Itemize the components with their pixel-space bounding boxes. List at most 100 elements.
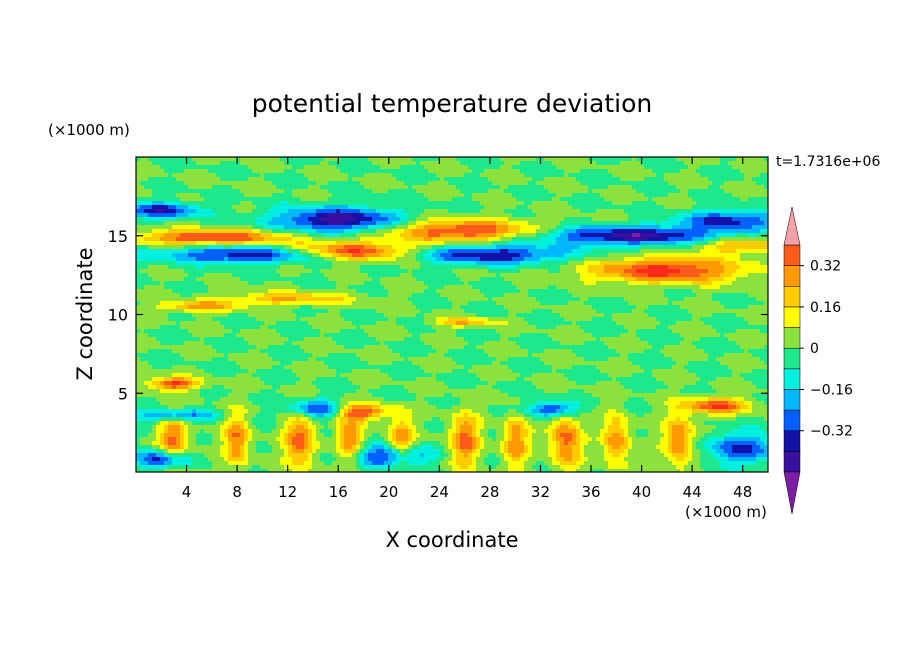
contour-cell <box>436 157 441 162</box>
contour-cell <box>576 277 581 282</box>
contour-cell <box>600 161 605 166</box>
contour-cell <box>460 281 465 286</box>
contour-cell <box>760 253 765 258</box>
contour-cell <box>720 221 725 226</box>
contour-cell <box>448 201 453 206</box>
contour-cell <box>476 217 481 222</box>
contour-cell <box>500 165 505 170</box>
contour-cell <box>760 161 765 166</box>
contour-cell <box>636 165 641 170</box>
contour-cell <box>152 185 157 190</box>
contour-cell <box>208 165 213 170</box>
contour-cell <box>268 233 273 238</box>
contour-cell <box>416 221 421 226</box>
contour-cell <box>732 197 737 202</box>
contour-cell <box>276 205 281 210</box>
contour-cell <box>476 169 481 174</box>
contour-cell <box>480 205 485 210</box>
contour-cell <box>524 173 529 178</box>
contour-cell <box>232 221 237 226</box>
contour-cell <box>600 157 605 162</box>
contour-cell <box>264 197 269 202</box>
contour-cell <box>408 281 413 286</box>
contour-cell <box>696 161 701 166</box>
contour-cell <box>288 253 293 258</box>
contour-cell <box>664 241 669 246</box>
contour-cell <box>644 217 649 222</box>
contour-cell <box>188 273 193 278</box>
contour-cell <box>228 277 233 282</box>
contour-cell <box>708 209 713 214</box>
contour-cell <box>432 257 437 262</box>
contour-cell <box>696 273 701 278</box>
contour-cell <box>156 265 161 270</box>
contour-cell <box>276 221 281 226</box>
contour-cell <box>648 177 653 182</box>
contour-cell <box>668 157 673 162</box>
contour-cell <box>232 257 237 262</box>
contour-cell <box>588 253 593 258</box>
contour-cell <box>640 157 645 162</box>
contour-cell <box>752 157 757 162</box>
contour-cell <box>328 221 333 226</box>
contour-cell <box>252 229 257 234</box>
contour-cell <box>464 165 469 170</box>
contour-cell <box>448 173 453 178</box>
contour-cell <box>492 213 497 218</box>
contour-cell <box>604 249 609 254</box>
contour-cell <box>736 177 741 182</box>
contour-cell <box>340 165 345 170</box>
contour-cell <box>240 265 245 270</box>
contour-cell <box>256 173 261 178</box>
contour-cell <box>344 205 349 210</box>
contour-cell <box>524 165 529 170</box>
contour-cell <box>548 161 553 166</box>
contour-cell <box>248 157 253 162</box>
contour-cell <box>736 261 741 266</box>
contour-cell <box>732 249 737 254</box>
contour-cell <box>456 269 461 274</box>
contour-cell <box>740 249 745 254</box>
contour-cell <box>596 237 601 242</box>
contour-cell <box>700 269 705 274</box>
contour-cell <box>484 257 489 262</box>
contour-cell <box>308 217 313 222</box>
contour-cell <box>188 197 193 202</box>
contour-cell <box>668 221 673 226</box>
contour-cell <box>736 185 741 190</box>
contour-cell <box>348 161 353 166</box>
contour-cell <box>376 181 381 186</box>
contour-cell <box>368 253 373 258</box>
contour-cell <box>312 241 317 246</box>
contour-cell <box>448 169 453 174</box>
contour-cell <box>444 217 449 222</box>
contour-cell <box>600 197 605 202</box>
contour-cell <box>512 257 517 262</box>
contour-cell <box>204 205 209 210</box>
contour-cell <box>536 173 541 178</box>
contour-cell <box>268 213 273 218</box>
contour-cell <box>508 249 513 254</box>
contour-cell <box>148 273 153 278</box>
contour-cell <box>148 257 153 262</box>
contour-cell <box>748 237 753 242</box>
contour-cell <box>296 225 301 230</box>
contour-cell <box>300 169 305 174</box>
contour-cell <box>448 257 453 262</box>
contour-cell <box>292 281 297 286</box>
contour-cell <box>692 217 697 222</box>
contour-cell <box>612 265 617 270</box>
contour-cell <box>172 241 177 246</box>
contour-cell <box>624 273 629 278</box>
contour-cell <box>252 209 257 214</box>
contour-cell <box>640 257 645 262</box>
contour-cell <box>296 161 301 166</box>
contour-cell <box>764 265 768 270</box>
contour-cell <box>212 261 217 266</box>
contour-cell <box>704 229 709 234</box>
contour-cell <box>356 165 361 170</box>
contour-cell <box>440 201 445 206</box>
contour-cell <box>252 157 257 162</box>
contour-cell <box>144 257 149 262</box>
contour-cell <box>700 177 705 182</box>
